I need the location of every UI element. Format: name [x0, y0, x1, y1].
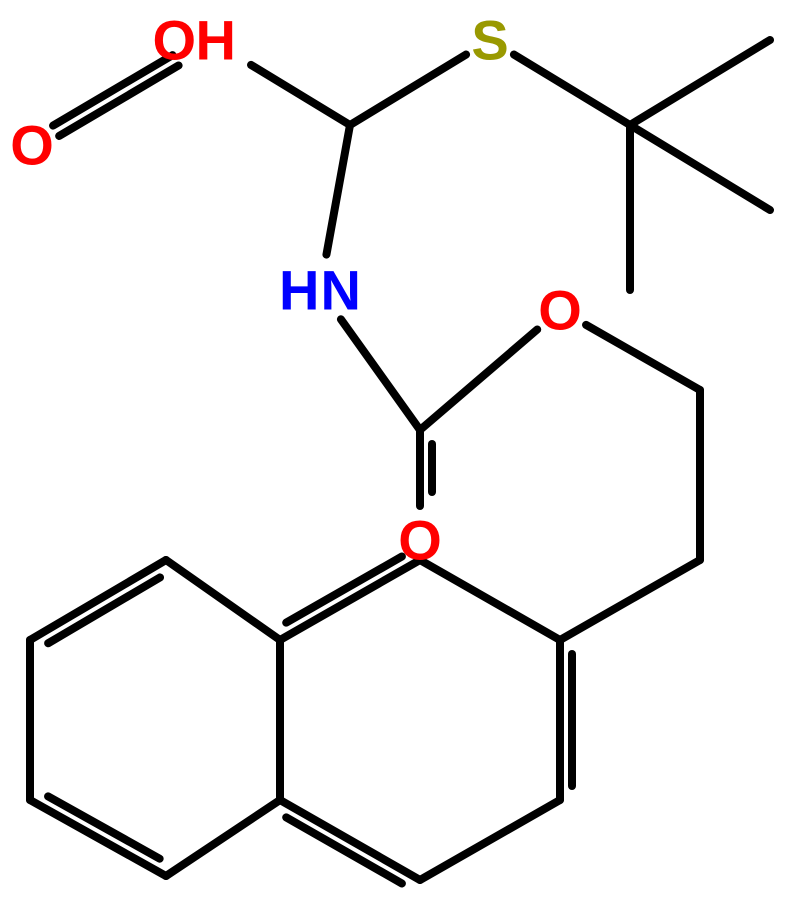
bond — [48, 577, 160, 643]
atom-N: HN — [279, 259, 361, 322]
bond — [586, 325, 700, 390]
atom-char: N — [320, 259, 360, 322]
atom-char: O — [10, 114, 54, 177]
atom-char: O — [152, 9, 196, 72]
atom-char: H — [195, 9, 235, 72]
bond — [420, 330, 537, 430]
bond — [286, 557, 402, 623]
atom-char: O — [398, 509, 442, 572]
bond — [514, 55, 630, 125]
bond — [280, 560, 420, 640]
atom-Od: O — [10, 114, 54, 177]
bond — [630, 125, 770, 210]
atom-char: O — [538, 279, 582, 342]
molecule-diagram: SOHOHNOO — [0, 0, 800, 918]
bond — [30, 800, 166, 876]
bond — [251, 65, 350, 125]
bond — [166, 560, 280, 640]
bond — [59, 65, 178, 135]
bond — [560, 560, 700, 640]
bond — [341, 319, 420, 430]
bond — [48, 796, 160, 858]
bond — [326, 125, 350, 255]
bond — [420, 800, 560, 880]
atom-OH: OH — [152, 9, 235, 72]
atom-Od2: O — [398, 509, 442, 572]
bond — [280, 800, 420, 880]
atom-S: S — [471, 9, 508, 72]
bond — [286, 817, 402, 883]
bond — [350, 55, 466, 125]
bond — [630, 40, 770, 125]
bond — [30, 560, 166, 640]
bond — [420, 560, 560, 640]
atom-O3: O — [538, 279, 582, 342]
atom-char: S — [471, 9, 508, 72]
bond — [166, 800, 280, 876]
atom-char: H — [279, 259, 319, 322]
